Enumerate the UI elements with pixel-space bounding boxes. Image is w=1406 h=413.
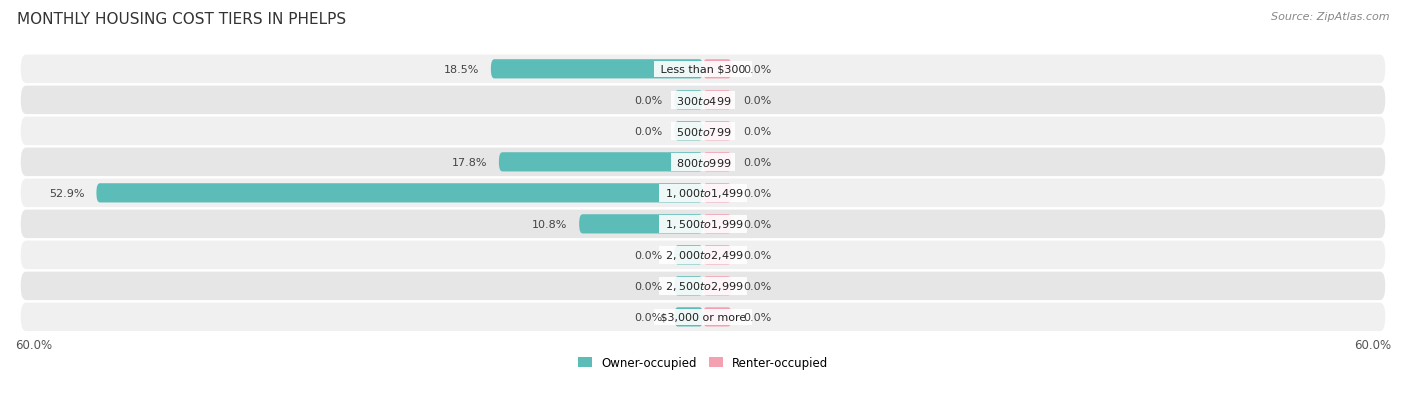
FancyBboxPatch shape — [703, 153, 731, 172]
FancyBboxPatch shape — [675, 122, 703, 141]
Text: 0.0%: 0.0% — [744, 157, 772, 167]
Legend: Owner-occupied, Renter-occupied: Owner-occupied, Renter-occupied — [572, 351, 834, 374]
Text: $3,000 or more: $3,000 or more — [657, 312, 749, 322]
Text: Source: ZipAtlas.com: Source: ZipAtlas.com — [1271, 12, 1389, 22]
Text: $800 to $999: $800 to $999 — [673, 157, 733, 169]
Text: 0.0%: 0.0% — [634, 312, 662, 322]
FancyBboxPatch shape — [97, 184, 703, 203]
Text: $2,000 to $2,499: $2,000 to $2,499 — [662, 249, 744, 262]
FancyBboxPatch shape — [491, 60, 703, 79]
FancyBboxPatch shape — [21, 117, 1385, 146]
Text: 0.0%: 0.0% — [744, 281, 772, 291]
FancyBboxPatch shape — [703, 277, 731, 296]
Text: 0.0%: 0.0% — [744, 95, 772, 106]
Text: 60.0%: 60.0% — [1354, 338, 1391, 351]
FancyBboxPatch shape — [703, 60, 731, 79]
Text: 10.8%: 10.8% — [533, 219, 568, 229]
FancyBboxPatch shape — [703, 246, 731, 265]
Text: 60.0%: 60.0% — [15, 338, 52, 351]
FancyBboxPatch shape — [21, 179, 1385, 208]
Text: $300 to $499: $300 to $499 — [673, 95, 733, 107]
FancyBboxPatch shape — [703, 184, 731, 203]
FancyBboxPatch shape — [675, 246, 703, 265]
Text: 0.0%: 0.0% — [634, 250, 662, 260]
Text: 0.0%: 0.0% — [634, 281, 662, 291]
Text: 18.5%: 18.5% — [444, 65, 479, 75]
FancyBboxPatch shape — [21, 303, 1385, 331]
Text: 0.0%: 0.0% — [744, 126, 772, 137]
Text: MONTHLY HOUSING COST TIERS IN PHELPS: MONTHLY HOUSING COST TIERS IN PHELPS — [17, 12, 346, 27]
Text: $1,500 to $1,999: $1,500 to $1,999 — [662, 218, 744, 231]
FancyBboxPatch shape — [21, 210, 1385, 239]
FancyBboxPatch shape — [579, 215, 703, 234]
FancyBboxPatch shape — [703, 122, 731, 141]
FancyBboxPatch shape — [675, 308, 703, 327]
FancyBboxPatch shape — [21, 272, 1385, 300]
Text: 0.0%: 0.0% — [744, 312, 772, 322]
FancyBboxPatch shape — [675, 91, 703, 110]
FancyBboxPatch shape — [703, 308, 731, 327]
Text: 0.0%: 0.0% — [744, 219, 772, 229]
Text: 0.0%: 0.0% — [634, 95, 662, 106]
Text: 52.9%: 52.9% — [49, 188, 84, 198]
Text: $500 to $799: $500 to $799 — [673, 126, 733, 138]
FancyBboxPatch shape — [499, 153, 703, 172]
Text: $2,500 to $2,999: $2,500 to $2,999 — [662, 280, 744, 293]
FancyBboxPatch shape — [703, 91, 731, 110]
Text: 0.0%: 0.0% — [744, 65, 772, 75]
FancyBboxPatch shape — [21, 86, 1385, 115]
Text: 0.0%: 0.0% — [744, 188, 772, 198]
Text: 17.8%: 17.8% — [451, 157, 488, 167]
Text: Less than $300: Less than $300 — [657, 65, 749, 75]
FancyBboxPatch shape — [21, 148, 1385, 177]
FancyBboxPatch shape — [675, 277, 703, 296]
Text: 0.0%: 0.0% — [744, 250, 772, 260]
FancyBboxPatch shape — [21, 241, 1385, 269]
Text: 0.0%: 0.0% — [634, 126, 662, 137]
Text: $1,000 to $1,499: $1,000 to $1,499 — [662, 187, 744, 200]
FancyBboxPatch shape — [703, 215, 731, 234]
FancyBboxPatch shape — [21, 55, 1385, 84]
